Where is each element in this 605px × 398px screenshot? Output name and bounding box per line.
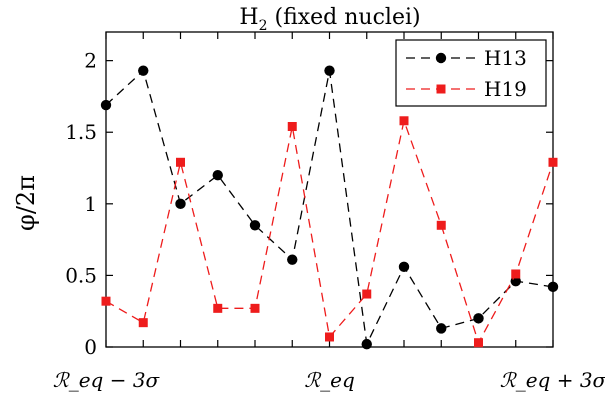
data-point — [250, 303, 260, 313]
legend-marker — [435, 52, 447, 64]
axis-ticks: 0 0.5 1 1.5 2 ℛ_eq − 3σ ℛ_eq ℛ_eq + 3σ — [53, 32, 605, 392]
legend-marker — [436, 84, 446, 94]
data-point — [436, 323, 447, 334]
data-point — [249, 220, 261, 231]
data-point — [324, 65, 335, 76]
title-main: H — [239, 5, 258, 30]
x-tick-label: ℛ_eq − 3σ — [53, 368, 161, 392]
data-point — [175, 198, 186, 210]
legend-label: H19 — [484, 77, 527, 101]
x-tick-label: ℛ_eq + 3σ — [500, 368, 605, 392]
x-tick-label: ℛ_eq — [304, 368, 355, 392]
data-point — [548, 157, 558, 167]
data-point — [511, 269, 521, 279]
data-point — [398, 261, 410, 273]
y-tick-label: 1.5 — [65, 120, 97, 144]
title-subscript: 2 — [259, 18, 268, 34]
data-point — [474, 338, 483, 348]
data-point — [436, 220, 446, 230]
data-point — [547, 281, 559, 293]
data-point — [176, 157, 185, 167]
data-point — [287, 254, 298, 265]
data-point — [212, 169, 223, 181]
series-layer — [100, 65, 559, 350]
title-rest: (fixed nuclei) — [268, 5, 421, 30]
data-point — [325, 332, 334, 342]
series-line — [105, 69, 554, 347]
data-point — [287, 122, 297, 131]
series-h19 — [101, 116, 558, 348]
legend-label: H13 — [484, 46, 527, 70]
data-point — [361, 338, 372, 350]
y-tick-label: 1 — [84, 192, 97, 216]
chart-title: H2 (fixed nuclei) — [239, 5, 420, 34]
series-h13 — [100, 65, 559, 350]
data-point — [138, 65, 149, 76]
y-tick-label: 0.5 — [65, 263, 97, 287]
data-point — [213, 303, 223, 313]
data-point — [101, 296, 111, 306]
data-point — [138, 318, 148, 328]
data-point — [100, 99, 112, 111]
y-axis-label: φ/2π — [12, 175, 40, 231]
legend-box — [395, 39, 547, 107]
data-point — [362, 289, 372, 299]
y-tick-label: 2 — [84, 49, 97, 73]
data-point — [399, 116, 409, 126]
y-tick-label: 0 — [84, 335, 97, 359]
series-line — [105, 118, 554, 345]
data-point — [473, 313, 484, 324]
